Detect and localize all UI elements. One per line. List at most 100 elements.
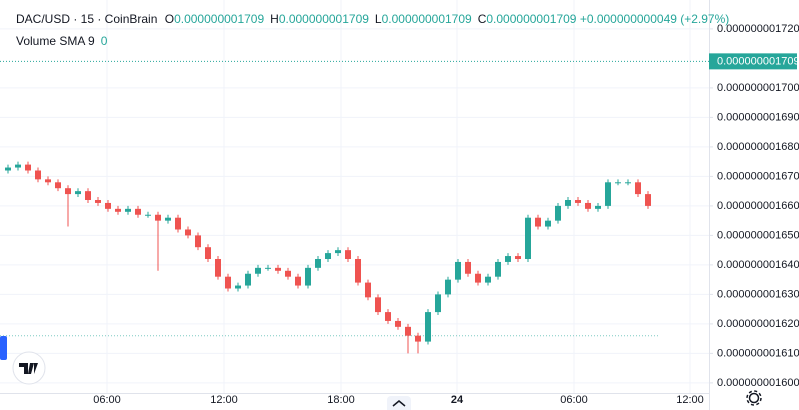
candle-body (185, 229, 191, 236)
candle-body (395, 320, 401, 327)
candle-body (445, 279, 451, 295)
candle-body (645, 194, 651, 206)
y-tick-label: 0.000000001600 (717, 377, 799, 389)
symbol: DAC/USD · 15 · CoinBrain (16, 12, 158, 26)
candle-body (535, 217, 541, 227)
candle-body (495, 261, 501, 277)
ohlc-key: H (270, 12, 279, 26)
candle-body (475, 273, 481, 283)
ohlc-value: 0.000000001709 (381, 12, 472, 26)
candle-body (515, 256, 521, 259)
y-tick-label: 0.000000001640 (717, 259, 799, 271)
candle-body (425, 312, 431, 342)
candle-body (225, 276, 231, 289)
candle-body (435, 294, 441, 313)
x-tick-label: 12:00 (676, 394, 704, 406)
candle-body (415, 335, 421, 342)
indicator: Volume SMA 9 0 (16, 34, 107, 48)
candle-body (55, 182, 61, 189)
candle-body (385, 312, 391, 321)
ohlc-key: O (164, 12, 175, 26)
candle-body (25, 164, 31, 171)
candle-body (405, 326, 411, 336)
ohlc-value: 0.000000001709 (486, 12, 577, 26)
y-tick-label: 0.000000001720 (717, 23, 799, 35)
candle-body (35, 170, 41, 180)
ohlc-key: C (477, 12, 487, 26)
candle-body (215, 258, 221, 277)
candle-body (145, 214, 151, 216)
candle-body (155, 214, 161, 221)
x-tick-label: 18:00 (327, 394, 355, 406)
candle-body (175, 217, 181, 230)
x-tick-label: 12:00 (210, 394, 238, 406)
y-tick-label: 0.000000001620 (717, 318, 799, 330)
candle-body (315, 258, 321, 268)
candle-body (95, 200, 101, 203)
candle-body (15, 164, 21, 168)
candle-body (485, 276, 491, 283)
last-price-label: 0.000000001709 (717, 55, 799, 67)
candle-body (5, 167, 11, 171)
candle-body (615, 182, 621, 184)
candle-body (85, 191, 91, 200)
candle-body (275, 267, 281, 271)
indicator-value: 0 (100, 34, 108, 48)
candle-body (355, 258, 361, 283)
y-tick-label: 0.000000001670 (717, 170, 799, 182)
candle-body (255, 267, 261, 274)
candle-body (565, 200, 571, 206)
candle-body (465, 261, 471, 274)
axes: 0.000000001720 0.000000001700 0.0000000016… (93, 23, 799, 406)
candle-body (595, 205, 601, 209)
ohlc-value: 0.000000001709 (278, 12, 369, 26)
side-tab[interactable] (0, 336, 7, 360)
candle-body (45, 179, 51, 183)
change: +0.000000000049 (+2.97%) (579, 12, 730, 26)
indicator-name: Volume SMA 9 (16, 34, 95, 48)
candle-body (75, 191, 81, 195)
candle-body (585, 202, 591, 209)
y-tick-label: 0.000000001630 (717, 288, 799, 300)
candle-body (65, 188, 71, 195)
candle-body (505, 256, 511, 262)
candle-body (265, 267, 271, 269)
candle-body (635, 182, 641, 195)
candle-body (335, 250, 341, 254)
candles (5, 161, 651, 354)
settings-button[interactable] (746, 390, 762, 406)
y-tick-label: 0.000000001700 (717, 82, 799, 94)
ohlc-value: 0.000000001709 (174, 12, 265, 26)
candle-body (555, 205, 561, 221)
candle-body (235, 285, 241, 289)
candle-body (325, 253, 331, 259)
y-tick-label: 0.000000001690 (717, 111, 799, 123)
candle-body (245, 273, 251, 286)
y-tick-label: 0.000000001660 (717, 200, 799, 212)
candle-body (375, 297, 381, 313)
logo (12, 351, 46, 385)
y-tick-label: 0.000000001650 (717, 229, 799, 241)
scroll-button[interactable] (387, 396, 411, 410)
candle-body (195, 235, 201, 248)
candle-body (105, 202, 111, 209)
candle-body (305, 267, 311, 286)
candle-body (295, 276, 301, 286)
candle-body (115, 208, 121, 212)
candle-body (605, 182, 611, 206)
x-tick-label: 06:00 (93, 394, 121, 406)
candle-body (205, 247, 211, 259)
last-price-box (709, 53, 797, 70)
candle-body (545, 220, 551, 227)
candle-body (345, 250, 351, 259)
candle-body (365, 282, 371, 298)
x-tick-label: 06:00 (560, 394, 588, 406)
y-tick-label: 0.000000001680 (717, 141, 799, 153)
x-tick-label: 24 (451, 394, 464, 406)
candle-body (455, 261, 461, 280)
candle-body (125, 208, 131, 212)
candle-body (625, 182, 631, 184)
